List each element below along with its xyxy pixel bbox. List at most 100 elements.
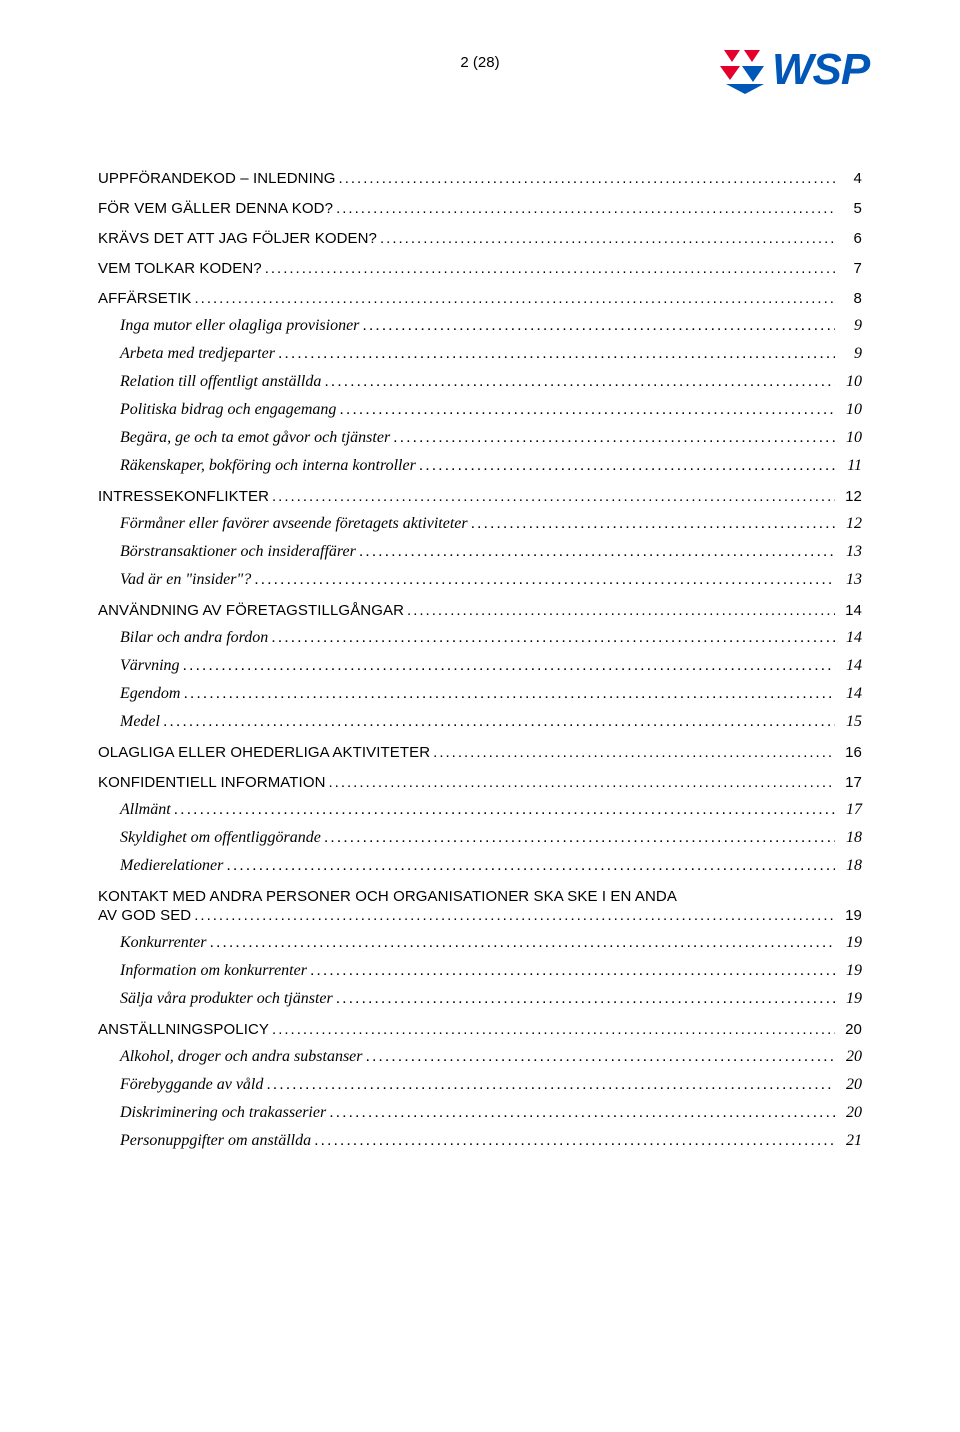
toc-entry[interactable]: ANVÄNDNING AV FÖRETAGSTILLGÅNGAR14 [98, 602, 862, 619]
toc-entry[interactable]: KRÄVS DET ATT JAG FÖLJER KODEN? 6 [98, 230, 862, 247]
toc-leader-dots [339, 401, 835, 419]
toc-entry-page: 10 [838, 429, 862, 447]
toc-entry[interactable]: Relation till offentligt anställda 10 [98, 373, 862, 391]
toc-entry[interactable]: ANSTÄLLNINGSPOLICY20 [98, 1021, 862, 1038]
toc-entry-title: Förmåner eller favörer avseende företage… [120, 515, 468, 533]
toc-entry-title: VEM TOLKAR KODEN? [98, 260, 262, 277]
toc-entry-title: Relation till offentligt anställda [120, 373, 321, 391]
toc-entry-title: Vad är en "insider"? [120, 571, 251, 589]
toc-entry[interactable]: Skyldighet om offentliggörande 18 [98, 829, 862, 847]
toc-entry[interactable]: Politiska bidrag och engagemang 10 [98, 401, 862, 419]
toc-entry-title: Arbeta med tredjeparter [120, 345, 275, 363]
toc-entry[interactable]: KONFIDENTIELL INFORMATION17 [98, 774, 862, 791]
toc-leader-dots [329, 774, 835, 791]
toc-entry-title: Medierelationer [120, 857, 223, 875]
toc-entry[interactable]: Diskriminering och trakasserier20 [98, 1104, 862, 1122]
toc-entry[interactable]: UPPFÖRANDEKOD – INLEDNING4 [98, 170, 862, 187]
toc-entry[interactable]: OLAGLIGA ELLER OHEDERLIGA AKTIVITETER16 [98, 744, 862, 761]
toc-leader-dots [163, 713, 835, 731]
toc-entry[interactable]: Alkohol, droger och andra substanser20 [98, 1048, 862, 1066]
toc-entry[interactable]: FÖR VEM GÄLLER DENNA KOD?5 [98, 200, 862, 217]
toc-entry-page: 12 [838, 515, 862, 533]
toc-entry-page: 11 [838, 457, 862, 475]
toc-entry[interactable]: Räkenskaper, bokföring och interna kontr… [98, 457, 862, 475]
toc-entry-page: 14 [838, 602, 862, 619]
toc-leader-dots [324, 829, 835, 847]
toc-entry[interactable]: Information om konkurrenter19 [98, 962, 862, 980]
toc-leader-dots [183, 657, 835, 675]
toc-entry-page: 19 [838, 990, 862, 1008]
toc-entry[interactable]: Medel15 [98, 713, 862, 731]
toc-entry[interactable]: Arbeta med tredjeparter 9 [98, 345, 862, 363]
table-of-contents: UPPFÖRANDEKOD – INLEDNING4 FÖR VEM GÄLLER… [98, 170, 862, 1150]
toc-entry-title: Inga mutor eller olagliga provisioner [120, 317, 359, 335]
toc-entry-page: 12 [838, 488, 862, 505]
toc-entry-title: Skyldighet om offentliggörande [120, 829, 321, 847]
toc-entry[interactable]: Sälja våra produkter och tjänster 19 [98, 990, 862, 1008]
toc-leader-dots [359, 543, 835, 561]
toc-entry[interactable]: Egendom 14 [98, 685, 862, 703]
toc-entry[interactable]: Allmänt17 [98, 801, 862, 819]
toc-entry-title: KRÄVS DET ATT JAG FÖLJER KODEN? [98, 230, 377, 247]
toc-entry-page: 6 [838, 230, 862, 247]
document-page: 2 (28) WSP UPPFÖRANDEKOD – INLEDNING4FÖR… [0, 0, 960, 1432]
toc-entry-page: 14 [838, 629, 862, 647]
toc-entry-title: Förebyggande av våld [120, 1076, 263, 1094]
toc-entry-page: 9 [838, 317, 862, 335]
toc-entry-page: 13 [838, 543, 862, 561]
toc-leader-dots [174, 801, 835, 819]
toc-entry-page: 13 [838, 571, 862, 589]
toc-entry-title: Allmänt [120, 801, 171, 819]
toc-entry-page: 14 [838, 685, 862, 703]
toc-entry[interactable]: Medierelationer18 [98, 857, 862, 875]
toc-entry[interactable]: Värvning 14 [98, 657, 862, 675]
toc-entry[interactable]: Inga mutor eller olagliga provisioner 9 [98, 317, 862, 335]
toc-entry-page: 10 [838, 373, 862, 391]
toc-entry-page: 19 [838, 962, 862, 980]
toc-leader-dots [362, 317, 835, 335]
toc-entry[interactable]: Förmåner eller favörer avseende företage… [98, 515, 862, 533]
toc-entry-page: 7 [838, 260, 862, 277]
toc-entry-page: 9 [838, 345, 862, 363]
toc-entry-title: AFFÄRSETIK [98, 290, 192, 307]
toc-entry-page: 5 [838, 200, 862, 217]
toc-entry[interactable]: VEM TOLKAR KODEN? 7 [98, 260, 862, 277]
toc-entry[interactable]: Bilar och andra fordon14 [98, 629, 862, 647]
toc-entry[interactable]: Vad är en "insider"? 13 [98, 571, 862, 589]
toc-entry-page: 21 [838, 1132, 862, 1150]
toc-entry-title: Värvning [120, 657, 180, 675]
toc-entry-title: Medel [120, 713, 160, 731]
toc-entry-page: 20 [838, 1048, 862, 1066]
toc-entry[interactable]: Förebyggande av våld20 [98, 1076, 862, 1094]
toc-leader-dots [471, 515, 835, 533]
toc-leader-dots [265, 260, 835, 277]
toc-entry-title: Räkenskaper, bokföring och interna kontr… [120, 457, 416, 475]
toc-entry-title: Diskriminering och trakasserier [120, 1104, 326, 1122]
toc-leader-dots [324, 373, 835, 391]
toc-entry-title: Sälja våra produkter och tjänster [120, 990, 333, 1008]
toc-entry-title: Konkurrenter [120, 934, 207, 952]
toc-entry-title: Politiska bidrag och engagemang [120, 401, 336, 419]
toc-entry-title: Egendom [120, 685, 180, 703]
toc-entry[interactable]: Personuppgifter om anställda21 [98, 1132, 862, 1150]
toc-entry-continuation[interactable]: AV GOD SED19 [98, 907, 862, 924]
toc-entry[interactable]: Begära, ge och ta emot gåvor och tjänste… [98, 429, 862, 447]
toc-entry[interactable]: INTRESSEKONFLIKTER12 [98, 488, 862, 505]
toc-entry[interactable]: Börstransaktioner och insideraffärer13 [98, 543, 862, 561]
svg-text:WSP: WSP [772, 45, 871, 94]
toc-leader-dots [433, 744, 835, 761]
toc-entry[interactable]: Konkurrenter19 [98, 934, 862, 952]
toc-leader-dots [366, 1048, 835, 1066]
toc-leader-dots [271, 629, 835, 647]
toc-entry-title-cont: AV GOD SED [98, 907, 191, 924]
toc-entry[interactable]: AFFÄRSETIK8 [98, 290, 862, 307]
toc-entry[interactable]: KONTAKT MED ANDRA PERSONER OCH ORGANISAT… [98, 888, 862, 905]
toc-entry-page: 18 [838, 829, 862, 847]
toc-leader-dots [254, 571, 835, 589]
toc-entry-page: 16 [838, 744, 862, 761]
toc-entry-page: 10 [838, 401, 862, 419]
toc-entry-title: Begära, ge och ta emot gåvor och tjänste… [120, 429, 390, 447]
toc-entry-page: 14 [838, 657, 862, 675]
toc-leader-dots [336, 200, 835, 217]
toc-leader-dots [393, 429, 835, 447]
